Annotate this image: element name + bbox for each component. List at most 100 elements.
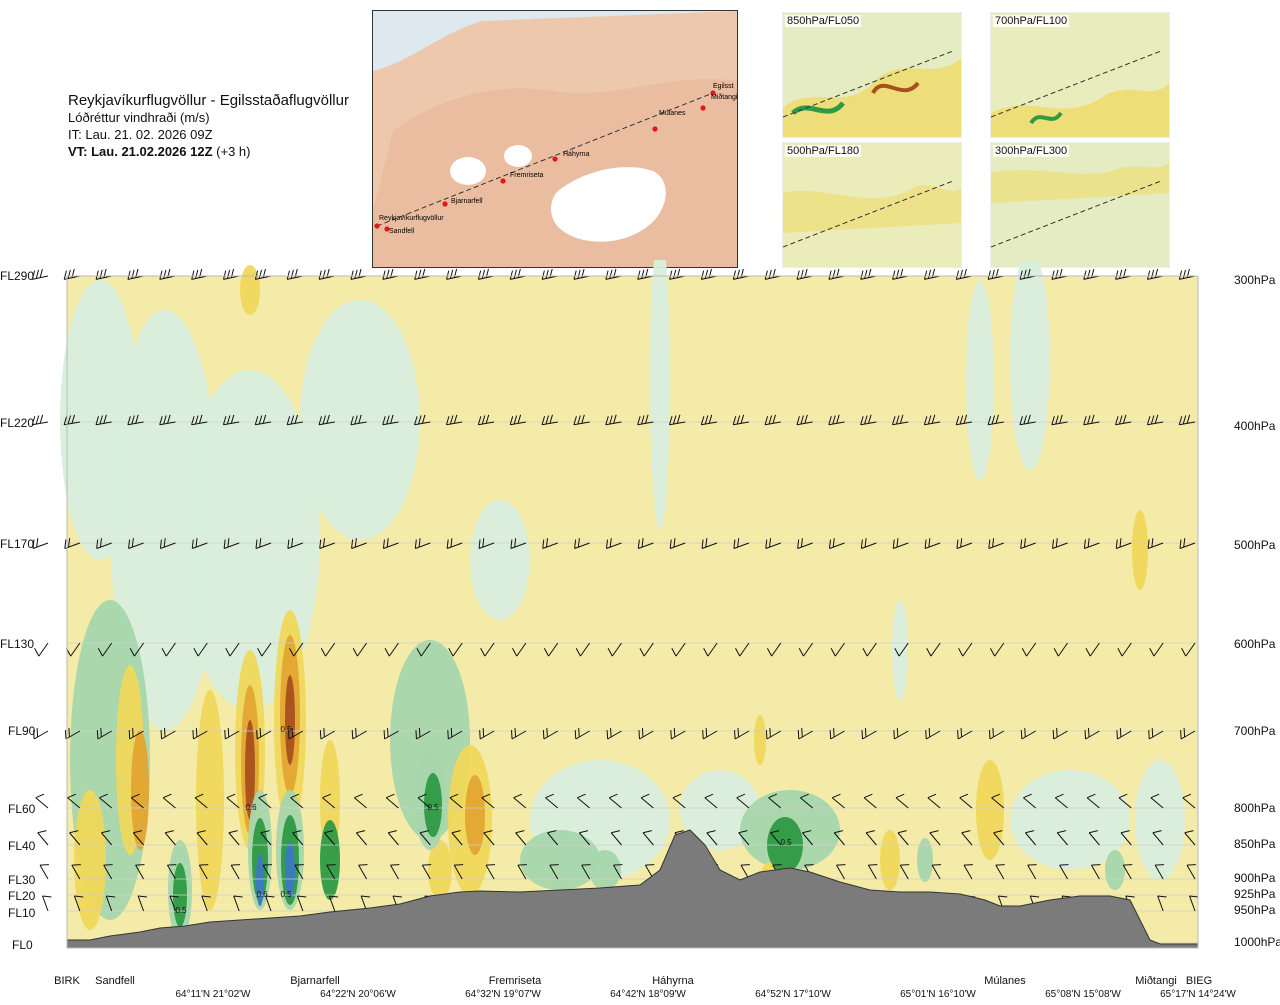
wind-barb-staff (70, 642, 81, 657)
wind-barb (1146, 414, 1164, 426)
glacier-vatnajokull (551, 167, 666, 242)
wind-barb (478, 538, 495, 549)
wind-barb (1085, 642, 1100, 657)
wind-barb-staff (358, 864, 368, 880)
wind-barb-staff (733, 421, 750, 426)
loc-sandfell: Sandfell (95, 975, 135, 987)
field-contour (976, 760, 1004, 860)
wind-barb-feather (836, 414, 840, 424)
wind-barb-staff (892, 275, 909, 280)
wind-barb (1054, 793, 1068, 809)
wind-barb-feather (613, 864, 623, 866)
wind-barb-staff (387, 832, 399, 846)
wind-barb-feather (418, 415, 422, 425)
fl-label-fl40: FL40 (8, 839, 36, 853)
wind-barb-feather (606, 730, 609, 740)
wind-barb-staff (415, 542, 431, 549)
wind-barb-feather (1083, 539, 1086, 549)
wind-barb-feather (735, 648, 741, 657)
wind-barb (135, 864, 145, 880)
wind-barb (193, 642, 208, 657)
wind-barb (861, 728, 877, 740)
field-contour (520, 830, 600, 890)
wind-barb-feather (454, 864, 464, 866)
wind-barb-feather (352, 648, 358, 657)
wind-barb-feather (71, 414, 76, 424)
wind-barb (161, 642, 176, 657)
wind-barb-feather (195, 415, 199, 425)
wind-barb-staff (1025, 832, 1037, 846)
glacier-langjokull (450, 157, 486, 185)
fl-label-fl290: FL290 (0, 269, 35, 283)
wind-barb-staff (962, 642, 973, 657)
hpa-label-1000: 1000hPa (1234, 935, 1280, 949)
coord-6: 65°01'N 16°10'W (900, 989, 976, 1000)
wind-barb-feather (513, 793, 523, 799)
wind-barb-staff (830, 730, 845, 740)
wind-barb (31, 268, 49, 280)
wind-barb (1083, 414, 1100, 426)
wind-barb-feather (836, 864, 846, 866)
wind-barb (67, 793, 81, 809)
wind-barb-feather (1151, 728, 1154, 738)
wind-barb-feather (509, 270, 513, 280)
wind-barb-staff (738, 832, 750, 846)
wind-barb (129, 642, 144, 657)
map-label-mulanes: Múlanes (659, 110, 686, 117)
wind-barb (42, 895, 52, 912)
wind-barb-feather (191, 270, 195, 280)
wind-barb-staff (1147, 421, 1164, 426)
wind-barb-feather (260, 830, 270, 834)
wind-barb-feather (708, 414, 713, 424)
wind-barb-staff (831, 797, 845, 809)
wind-barb (414, 268, 431, 280)
wind-barb-feather (159, 270, 163, 280)
wind-barb-staff (287, 421, 303, 426)
wind-barb-feather (736, 269, 740, 279)
wind-barb-feather (199, 864, 209, 866)
wind-barb-staff (1118, 797, 1132, 809)
wind-barb-staff (129, 730, 144, 740)
wind-barb (1147, 538, 1164, 549)
wind-barb (893, 728, 909, 740)
wind-barb-staff (417, 797, 431, 809)
wind-barb (1148, 728, 1164, 740)
wind-barb (131, 793, 144, 809)
wind-barb-feather (932, 864, 942, 866)
contour-value-label: 0.6 (256, 890, 268, 899)
wind-barb-feather (128, 539, 131, 549)
wind-barb-staff (419, 832, 431, 846)
wind-barb-feather (900, 864, 910, 866)
wind-barb-feather (196, 830, 206, 834)
wind-barb-feather (1146, 416, 1151, 425)
wind-barb-staff (32, 542, 49, 549)
wind-barb-staff (701, 275, 718, 280)
wind-barb (258, 793, 272, 809)
wind-barb (830, 642, 845, 657)
wind-barb (31, 414, 49, 426)
wind-barb-feather (31, 416, 36, 425)
wind-barb (1157, 895, 1167, 912)
wind-barb-feather (1154, 414, 1159, 424)
wind-barb-feather (1025, 830, 1035, 834)
wind-barb-feather (828, 539, 832, 549)
wind-barb-feather (450, 728, 453, 738)
wind-barb (672, 793, 686, 809)
wind-barb (196, 830, 208, 846)
panel-850: 850hPa/FL050 (782, 12, 962, 138)
wind-barb-feather (796, 416, 800, 425)
wind-barb-staff (127, 421, 144, 426)
wind-barb-feather (573, 270, 577, 280)
wind-barb (105, 895, 116, 912)
wind-barb (736, 793, 750, 809)
wind-barb (164, 830, 176, 846)
wind-barb-feather (768, 793, 777, 799)
wind-barb-staff (961, 832, 973, 846)
wind-barb (159, 268, 176, 280)
wind-barb-feather (609, 793, 618, 799)
wind-barb (613, 864, 623, 880)
wind-barb-feather (195, 269, 199, 279)
wind-barb-staff (1186, 864, 1196, 880)
wind-barb-feather (481, 793, 491, 799)
wind-barb (322, 793, 336, 809)
